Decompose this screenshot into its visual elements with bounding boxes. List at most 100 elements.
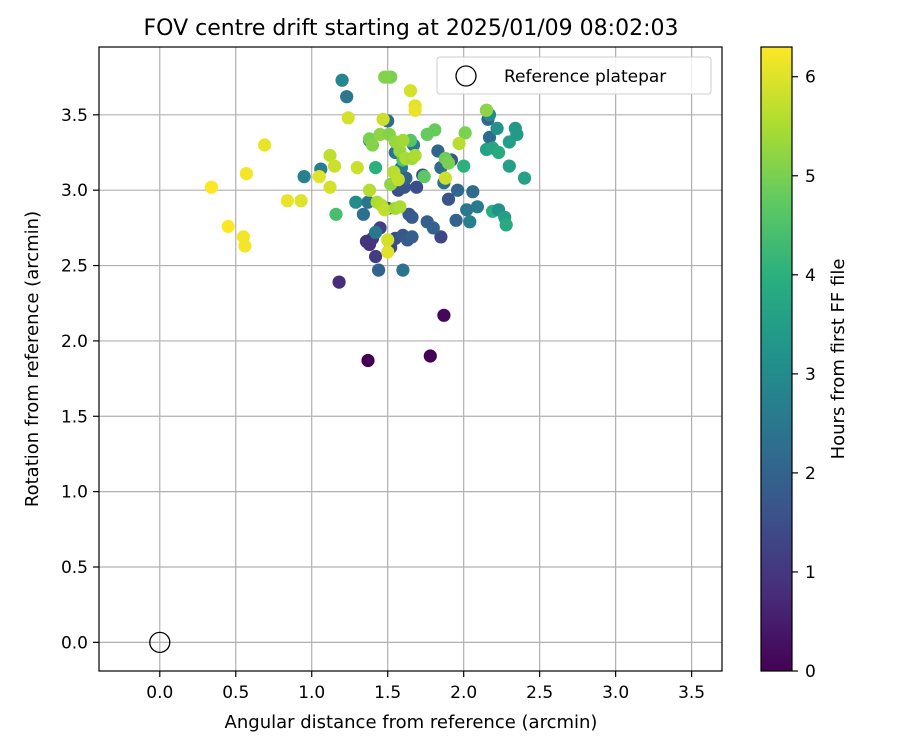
x-tick-label: 3.0 <box>602 683 629 703</box>
data-point <box>378 203 392 217</box>
data-point <box>403 84 418 98</box>
colorbar-ticks: 0 1 2 3 4 5 6 <box>792 68 816 682</box>
y-tick-label: 1.5 <box>61 407 88 427</box>
colorbar-tick-label: 5 <box>805 167 816 187</box>
data-points <box>204 70 532 368</box>
data-point <box>369 161 383 175</box>
legend: Reference platepar <box>436 56 712 95</box>
x-tick-label: 3.5 <box>678 683 705 703</box>
data-point <box>356 207 370 221</box>
reference-marker <box>149 631 171 654</box>
x-tick-label: 1.5 <box>374 683 401 703</box>
y-tick-label: 3.0 <box>61 181 88 201</box>
data-point <box>437 308 451 322</box>
x-tick-label: 0.0 <box>146 683 173 703</box>
data-point <box>204 180 218 194</box>
legend-box <box>436 56 712 95</box>
data-point <box>434 230 448 244</box>
data-point <box>451 183 465 197</box>
y-tick-label: 2.5 <box>61 257 88 277</box>
data-point <box>373 127 387 141</box>
y-tick-label: 0.5 <box>61 558 88 578</box>
colorbar-tick-label: 1 <box>805 563 816 583</box>
data-point <box>460 203 474 217</box>
data-point <box>502 159 516 173</box>
colorbar-gradient <box>760 46 793 672</box>
data-point <box>458 126 472 140</box>
data-point <box>449 213 463 227</box>
data-point <box>396 263 410 277</box>
data-point <box>294 194 308 208</box>
data-point <box>329 207 343 221</box>
x-tick-label: 1.0 <box>298 683 325 703</box>
y-tick-label: 1.0 <box>61 483 88 503</box>
data-point <box>359 234 373 248</box>
data-point <box>441 192 456 206</box>
data-point <box>369 249 383 264</box>
legend-marker-reference <box>455 65 477 87</box>
data-point <box>452 136 466 151</box>
data-point <box>297 170 311 184</box>
data-point <box>490 121 504 135</box>
data-point <box>372 263 386 277</box>
colorbar-tick-label: 2 <box>805 464 816 484</box>
data-point <box>405 230 419 244</box>
reference-marker-group <box>149 631 171 654</box>
data-point <box>335 73 349 87</box>
x-tick-label: 2.0 <box>450 683 477 703</box>
data-point <box>441 156 456 170</box>
data-point <box>410 180 424 194</box>
data-point <box>369 225 383 239</box>
y-axis-ticks: 0.0 0.5 1.0 1.5 2.0 2.5 3.0 3.5 <box>61 106 99 653</box>
data-point <box>510 127 524 141</box>
data-point <box>361 195 375 209</box>
data-point <box>365 138 380 152</box>
y-axis-label: Rotation from reference (arcmin) <box>22 211 43 507</box>
data-point <box>332 275 346 289</box>
data-point <box>408 103 422 117</box>
data-point <box>466 185 480 199</box>
data-point <box>428 123 442 137</box>
data-point <box>312 170 326 184</box>
data-point <box>381 245 395 259</box>
x-axis-ticks: 0.0 0.5 1.0 1.5 2.0 2.5 3.0 3.5 <box>146 671 705 703</box>
legend-label-reference: Reference platepar <box>504 67 666 87</box>
data-point <box>391 173 405 187</box>
data-point <box>405 210 419 224</box>
data-point <box>349 195 363 209</box>
data-point <box>417 170 431 184</box>
x-tick-label: 0.5 <box>222 683 249 703</box>
data-point <box>517 171 532 185</box>
data-point <box>378 70 392 84</box>
y-tick-label: 3.5 <box>61 106 88 126</box>
grid <box>99 47 722 671</box>
colorbar-tick-label: 3 <box>805 365 816 385</box>
x-tick-label: 2.5 <box>526 683 553 703</box>
chart-title: FOV centre drift starting at 2025/01/09 … <box>144 16 679 41</box>
data-point <box>463 215 477 229</box>
data-point <box>221 219 235 233</box>
plot-frame <box>98 46 723 672</box>
data-point <box>479 103 494 117</box>
data-point <box>499 218 513 232</box>
data-point <box>280 194 294 208</box>
data-point <box>457 159 471 173</box>
data-point <box>470 200 484 214</box>
colorbar: 0 1 2 3 4 5 6 Hours from first FF file <box>760 46 849 682</box>
data-point <box>423 349 437 363</box>
data-point <box>341 111 355 125</box>
data-point <box>361 353 375 368</box>
data-point <box>258 138 272 152</box>
data-point <box>438 171 452 185</box>
data-point <box>323 148 337 163</box>
colorbar-tick-label: 4 <box>805 266 816 286</box>
data-point <box>492 145 506 160</box>
colorbar-label: Hours from first FF file <box>828 259 849 460</box>
data-point <box>393 200 407 214</box>
y-tick-label: 0.0 <box>61 633 88 653</box>
data-point <box>340 90 354 104</box>
colorbar-tick-label: 6 <box>805 68 816 88</box>
data-point <box>381 233 395 247</box>
data-point <box>327 159 342 173</box>
